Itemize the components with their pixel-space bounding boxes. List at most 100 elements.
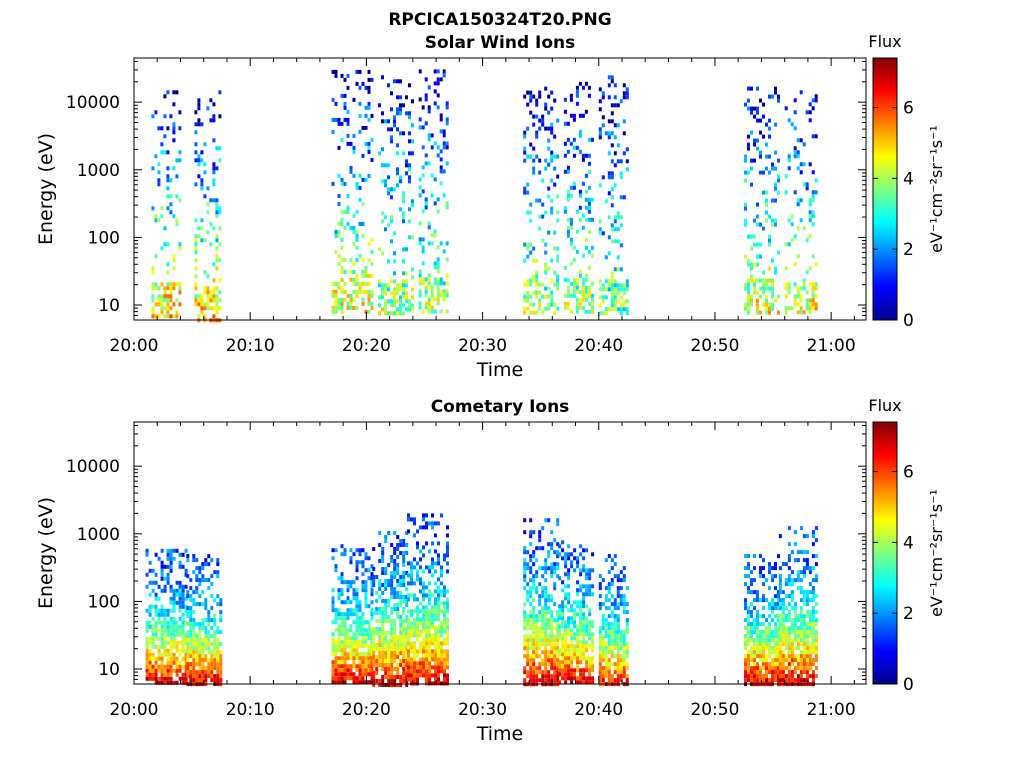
heatmap-cell <box>189 678 193 683</box>
heatmap-cell <box>346 293 350 298</box>
heatmap-cell <box>547 294 551 299</box>
heatmap-cell <box>811 294 815 299</box>
heatmap-cell <box>387 119 390 124</box>
heatmap-cell <box>604 598 608 603</box>
heatmap-cell <box>425 625 428 630</box>
heatmap-cell <box>610 275 614 280</box>
heatmap-cell <box>604 630 608 635</box>
heatmap-cell <box>410 577 413 582</box>
heatmap-cell <box>387 651 391 655</box>
heatmap-cell <box>402 555 406 559</box>
heatmap-cell <box>346 117 350 122</box>
heatmap-cell <box>439 129 443 134</box>
heatmap-cell <box>550 654 554 659</box>
heatmap-cell <box>787 118 791 123</box>
heatmap-cell <box>744 206 747 211</box>
heatmap-cell <box>361 81 365 86</box>
heatmap-cell <box>355 620 359 625</box>
heatmap-cell <box>207 614 211 619</box>
heatmap-cell <box>160 214 164 219</box>
heatmap-cell <box>425 641 428 646</box>
heatmap-cell <box>399 295 402 300</box>
heatmap-cell <box>184 596 188 601</box>
heatmap-cell <box>793 98 797 103</box>
heatmap-cell <box>148 612 152 617</box>
heatmap-cell <box>616 574 620 579</box>
heatmap-cell <box>793 110 797 115</box>
heatmap-cell <box>204 646 208 651</box>
heatmap-cell <box>201 654 205 659</box>
heatmap-cell <box>765 198 768 203</box>
heatmap-cell <box>570 648 574 653</box>
heatmap-cell <box>445 105 449 110</box>
heatmap-cell <box>393 619 397 623</box>
heatmap-cell <box>434 581 437 586</box>
heatmap-cell <box>355 564 359 569</box>
heatmap-cell <box>799 294 803 299</box>
heatmap-cell <box>622 574 626 579</box>
heatmap-cell <box>358 129 362 134</box>
heatmap-cell <box>585 604 589 609</box>
heatmap-cell <box>427 277 431 282</box>
heatmap-cell <box>750 654 753 659</box>
heatmap-cell <box>558 604 562 609</box>
heatmap-cell <box>771 578 774 583</box>
heatmap-cell <box>622 299 626 304</box>
heatmap-cell <box>759 242 762 247</box>
heatmap-cell <box>192 638 196 643</box>
heatmap-cell <box>529 594 533 599</box>
heatmap-cell <box>538 298 542 303</box>
heatmap-cell <box>381 251 384 256</box>
heatmap-cell <box>784 266 788 271</box>
heatmap-cell <box>777 590 780 595</box>
heatmap-cell <box>422 653 425 658</box>
heatmap-cell <box>607 119 611 124</box>
heatmap-cell <box>436 281 440 286</box>
heatmap-cell <box>541 642 545 647</box>
heatmap-cell <box>532 634 536 639</box>
heatmap-cell <box>598 586 602 591</box>
heatmap-cell <box>372 627 376 631</box>
heatmap-cell <box>154 218 158 223</box>
heatmap-cell <box>747 146 750 151</box>
heatmap-cell <box>402 627 406 631</box>
heatmap-cell <box>393 295 396 300</box>
heatmap-cell <box>774 650 777 655</box>
heatmap-cell <box>381 651 385 655</box>
heatmap-cell <box>771 662 774 667</box>
heatmap-cell <box>361 297 365 302</box>
heatmap-cell <box>774 638 777 643</box>
heatmap-cell <box>523 242 527 247</box>
heatmap-cell <box>585 676 589 681</box>
heatmap-cell <box>331 644 335 649</box>
heatmap-cell <box>616 291 620 296</box>
heatmap-cell <box>413 657 416 662</box>
heatmap-cell <box>331 588 335 593</box>
heatmap-cell <box>381 307 384 312</box>
heatmap-cell <box>814 190 818 195</box>
heatmap-cell <box>778 534 782 539</box>
heatmap-cell <box>375 591 379 595</box>
heatmap-cell <box>206 186 210 191</box>
heatmap-cell <box>343 580 347 585</box>
heatmap-cell <box>547 654 551 659</box>
heatmap-cell <box>203 302 207 307</box>
heatmap-cell <box>585 680 589 685</box>
heatmap-cell <box>337 656 341 661</box>
heatmap-cell <box>390 591 394 595</box>
heatmap-cell <box>808 302 812 307</box>
heatmap-cell <box>532 114 536 119</box>
heatmap-cell <box>184 676 188 681</box>
heatmap-cell <box>370 588 374 593</box>
heatmap-cell <box>778 602 782 607</box>
heatmap-cell <box>219 602 223 607</box>
heatmap-cell <box>194 246 198 251</box>
heatmap-cell <box>446 677 449 682</box>
heatmap-cell <box>367 628 371 633</box>
heatmap-cell <box>613 123 617 128</box>
heatmap-cell <box>372 631 376 635</box>
heatmap-cell <box>778 634 782 639</box>
heatmap-cell <box>607 590 611 595</box>
heatmap-cell <box>613 646 617 651</box>
heatmap-cell <box>352 644 356 649</box>
